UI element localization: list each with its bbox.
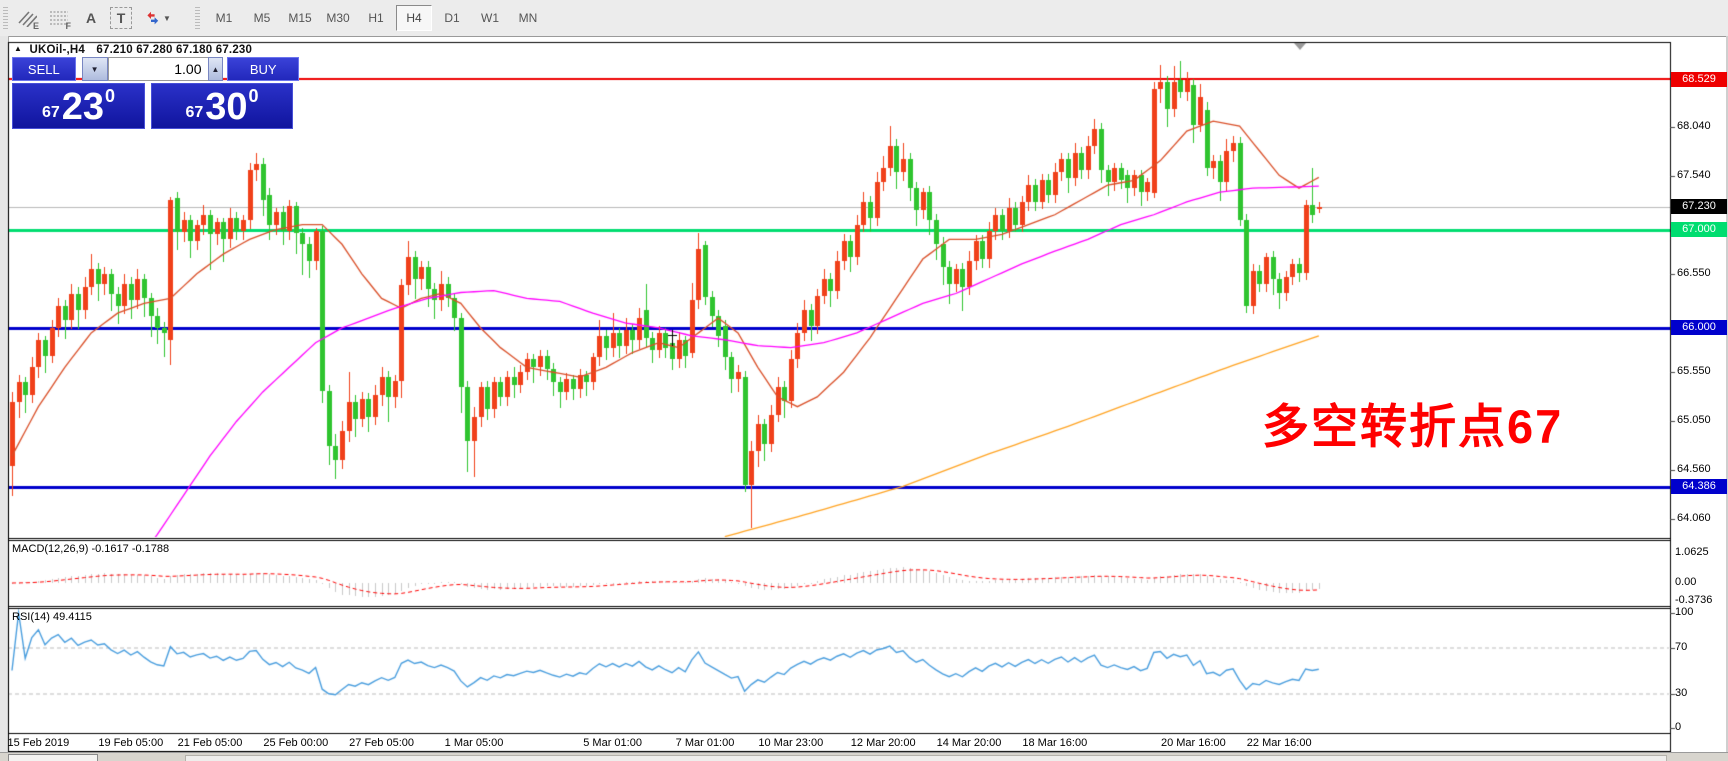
price-tag: 66.000 [1671,320,1727,336]
price-tick-label: 65.550 [1677,365,1711,378]
bottom-tab-strip [0,752,1728,761]
macd-axis-label: 0.00 [1675,576,1697,588]
price-tick-label: 67.540 [1677,169,1711,182]
macd-axis-label: -0.3736 [1675,594,1713,606]
price-tag: 67.230 [1671,199,1727,215]
price-tick-label: 66.550 [1677,266,1711,279]
price-tick-label: 65.050 [1677,414,1711,427]
rsi-axis-label: 70 [1675,640,1688,653]
price-tag: 67.000 [1671,222,1727,237]
date-label: 25 Feb 00:00 [263,737,329,749]
date-label: 27 Feb 05:00 [349,737,415,749]
price-tick-label: 64.560 [1677,462,1711,475]
date-label: 5 Mar 01:00 [583,737,642,749]
bid-big-digits: 23 [61,86,105,128]
buy-button[interactable]: BUY [227,57,300,81]
ask-prefix: 67 [185,104,204,121]
ask-big-digits: 30 [205,86,248,128]
price-tick-label: 64.060 [1677,511,1711,524]
chart-tab-track [185,755,1667,761]
rsi-axis-label: 30 [1675,686,1688,699]
ask-price-panel[interactable]: 67 30 0 [151,83,293,129]
price-tag: 68.529 [1671,71,1727,87]
collapse-quote-panel-icon[interactable]: ▲ [14,44,23,53]
date-label: 21 Feb 05:00 [177,737,243,749]
volume-decrease-button[interactable]: ▼ [81,57,108,81]
date-label: 7 Mar 01:00 [675,737,735,749]
ohlc-values: 67.210 67.280 67.180 67.230 [96,44,253,56]
macd-label: MACD(12,26,9) -0.1617 -0.1788 [12,543,170,555]
date-label: 1 Mar 05:00 [444,737,504,749]
date-label: 20 Mar 16:00 [1160,737,1226,749]
date-label: 10 Mar 23:00 [758,737,824,749]
price-tick-label: 68.040 [1677,120,1711,133]
date-label: 19 Feb 05:00 [98,737,164,749]
bid-price-panel[interactable]: 67 23 0 [12,83,145,129]
symbol-ohlc-header: ▲ UKOil-,H4 67.210 67.280 67.180 67.230 [14,44,252,56]
date-label: 12 Mar 20:00 [850,737,916,749]
price-tag: 64.386 [1671,479,1727,495]
symbol-name: UKOil-,H4 [29,44,86,56]
bid-prefix: 67 [41,104,60,121]
date-label: 18 Mar 16:00 [1022,737,1088,749]
volume-increase-button[interactable]: ▲ [207,57,224,81]
volume-input[interactable] [107,57,208,81]
date-label: 14 Mar 20:00 [936,737,1002,749]
date-label: 22 Mar 16:00 [1246,737,1312,749]
macd-axis-label: 1.0625 [1675,546,1709,558]
chart-annotation-text: 多空转折点67 [1262,400,1564,453]
bid-sup-digit: 0 [105,86,116,106]
rsi-label: RSI(14) 49.4115 [12,611,92,623]
rsi-axis-label: 100 [1675,606,1694,618]
one-click-trade-panel: SELL ▼ ▲ BUY 67 23 0 67 30 0 [12,57,300,129]
chart-tab[interactable] [8,754,98,761]
sell-button[interactable]: SELL [12,57,76,81]
rsi-axis-label: 0 [1675,721,1682,733]
ask-sup-digit: 0 [248,86,259,106]
date-label: 15 Feb 2019 [7,737,70,749]
